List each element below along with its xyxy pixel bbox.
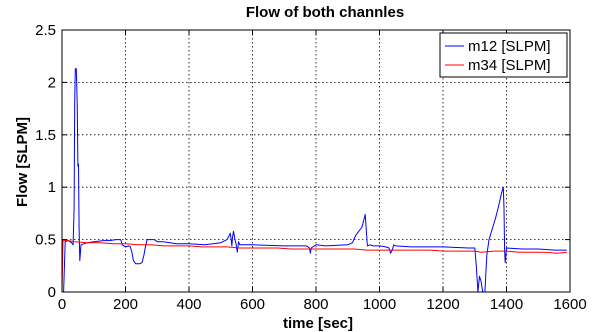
series-line-m12 bbox=[62, 68, 567, 293]
series-line-m34 bbox=[61, 240, 567, 293]
series-lines bbox=[61, 68, 567, 293]
y-tick-label: 0.5 bbox=[35, 232, 56, 249]
y-tick-label: 2.5 bbox=[35, 22, 56, 39]
y-tick-label: 1 bbox=[48, 179, 56, 196]
x-tick-label: 200 bbox=[113, 296, 138, 313]
legend-label: m34 [SLPM] bbox=[468, 57, 551, 74]
legend-label: m12 [SLPM] bbox=[468, 38, 551, 55]
y-axis-label: Flow [SLPM] bbox=[14, 117, 31, 207]
y-tick-label: 1.5 bbox=[35, 127, 56, 144]
legend: m12 [SLPM] m34 [SLPM] bbox=[439, 32, 568, 78]
y-tick-label: 0 bbox=[48, 284, 56, 301]
x-tick-label: 400 bbox=[176, 296, 201, 313]
x-tick-label: 0 bbox=[58, 296, 66, 313]
legend-box bbox=[439, 32, 568, 78]
chart-title: Flow of both channles bbox=[246, 4, 404, 21]
x-tick-label: 1600 bbox=[553, 296, 586, 313]
x-tick-label: 1200 bbox=[426, 296, 459, 313]
y-tick-label: 2 bbox=[48, 74, 56, 91]
x-axis-label: time [sec] bbox=[283, 315, 353, 332]
ticks: 0 200 400 600 800 1000 1200 1400 1600 0 0.5 1 1.5 2 2.… bbox=[35, 22, 587, 313]
x-tick-label: 1000 bbox=[363, 296, 396, 313]
x-tick-label: 800 bbox=[303, 296, 328, 313]
x-tick-label: 600 bbox=[240, 296, 265, 313]
x-tick-label: 1400 bbox=[490, 296, 523, 313]
